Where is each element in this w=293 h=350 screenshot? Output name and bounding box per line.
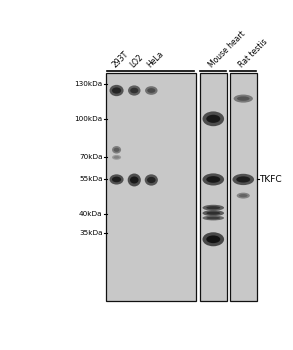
Text: 100kDa: 100kDa — [74, 116, 103, 122]
Bar — [230, 73, 257, 301]
Ellipse shape — [110, 174, 124, 184]
Ellipse shape — [236, 176, 250, 183]
Text: 55kDa: 55kDa — [79, 176, 103, 182]
Ellipse shape — [130, 176, 139, 183]
Ellipse shape — [232, 174, 254, 185]
Ellipse shape — [145, 174, 158, 186]
Ellipse shape — [112, 146, 121, 154]
Text: Mouse heart: Mouse heart — [207, 29, 247, 70]
Text: TKFC: TKFC — [259, 175, 282, 184]
Text: LO2: LO2 — [128, 53, 145, 70]
Ellipse shape — [202, 210, 224, 216]
Ellipse shape — [147, 177, 156, 183]
Ellipse shape — [112, 155, 121, 160]
Bar — [200, 73, 227, 301]
Ellipse shape — [114, 148, 120, 152]
Ellipse shape — [114, 156, 120, 159]
Text: HeLa: HeLa — [145, 49, 165, 70]
Ellipse shape — [206, 206, 220, 209]
Ellipse shape — [237, 96, 250, 101]
Ellipse shape — [239, 194, 248, 197]
Ellipse shape — [128, 85, 141, 96]
Ellipse shape — [202, 205, 224, 211]
Ellipse shape — [202, 173, 224, 186]
Bar — [106, 73, 196, 301]
Ellipse shape — [145, 86, 158, 95]
Ellipse shape — [202, 111, 224, 126]
Ellipse shape — [128, 174, 141, 187]
Ellipse shape — [110, 85, 124, 96]
Text: 70kDa: 70kDa — [79, 154, 103, 160]
Ellipse shape — [147, 88, 155, 93]
Ellipse shape — [206, 176, 220, 183]
Ellipse shape — [206, 211, 220, 215]
Text: 293T: 293T — [110, 50, 130, 70]
Ellipse shape — [202, 232, 224, 246]
Ellipse shape — [112, 177, 121, 182]
Ellipse shape — [202, 216, 224, 220]
Text: Rat testis: Rat testis — [237, 37, 269, 70]
Ellipse shape — [234, 94, 253, 103]
Text: 35kDa: 35kDa — [79, 230, 103, 236]
Text: 130kDa: 130kDa — [74, 81, 103, 87]
Text: 40kDa: 40kDa — [79, 211, 103, 217]
Ellipse shape — [206, 236, 220, 243]
Ellipse shape — [112, 88, 121, 93]
Ellipse shape — [206, 115, 220, 123]
Ellipse shape — [206, 217, 220, 219]
Ellipse shape — [237, 193, 250, 198]
Ellipse shape — [130, 88, 138, 93]
